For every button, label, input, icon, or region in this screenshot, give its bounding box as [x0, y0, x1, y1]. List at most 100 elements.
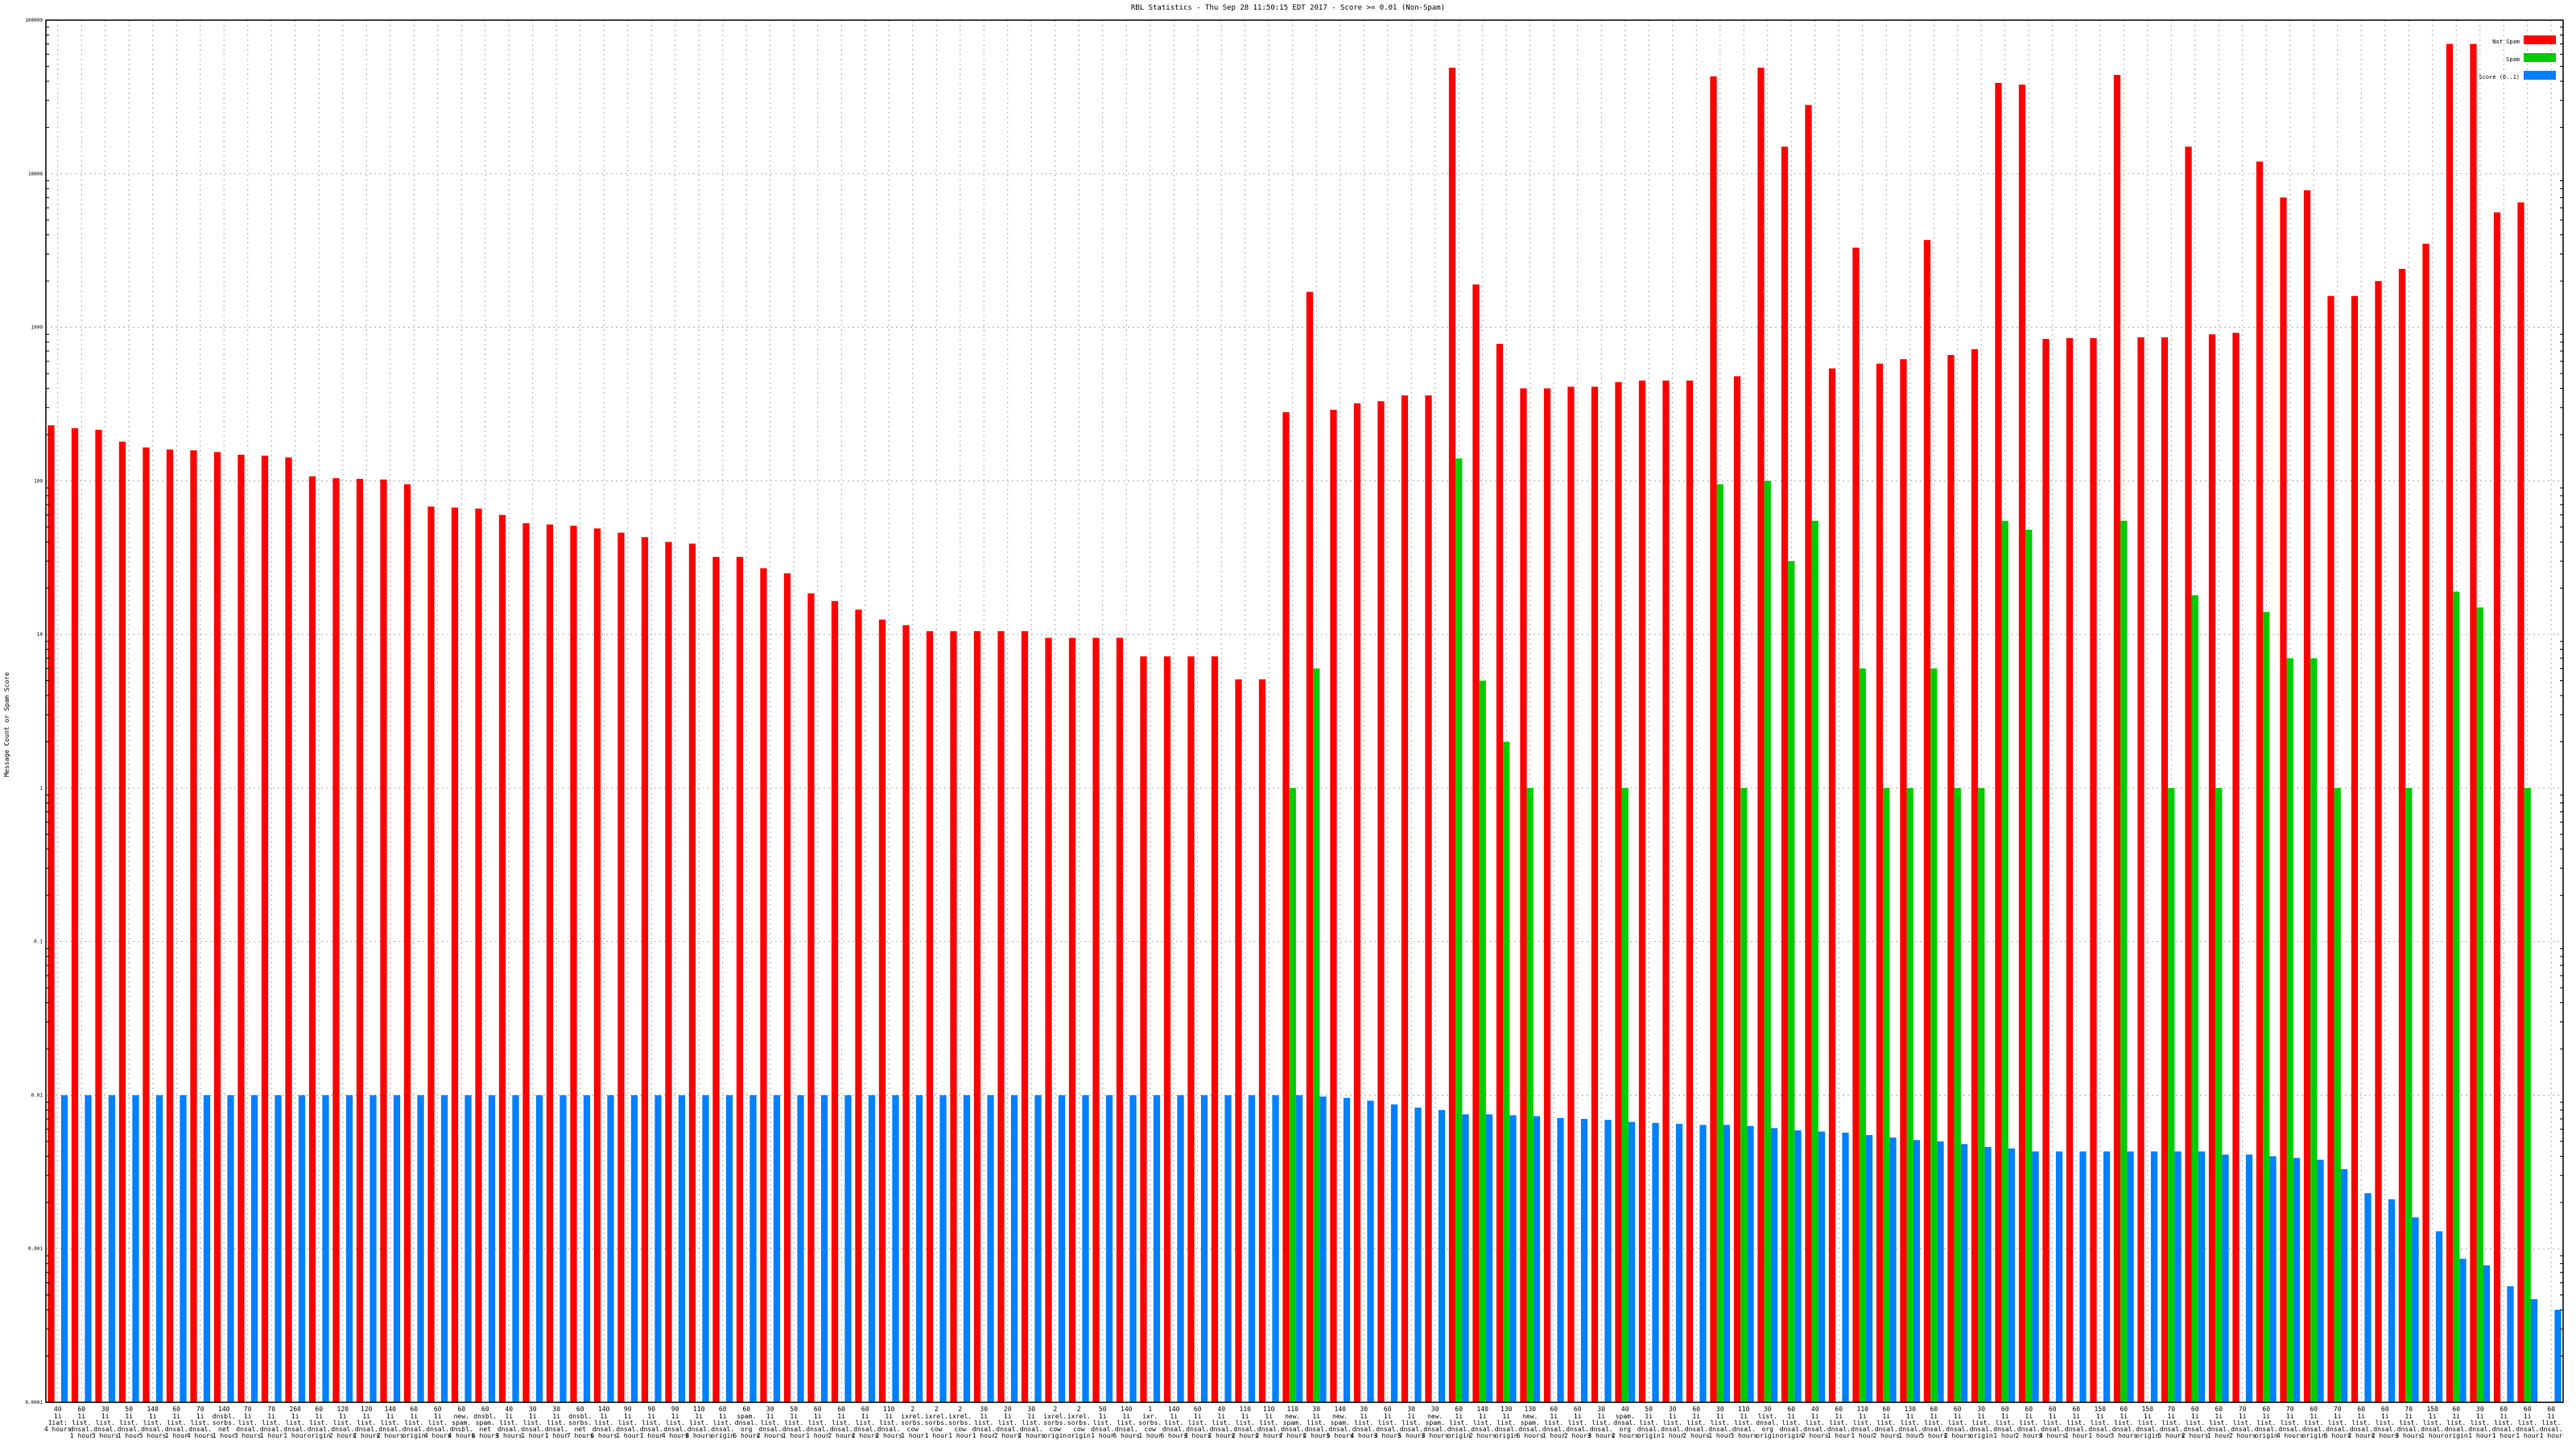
x-tick-label: 30: [552, 1406, 560, 1413]
x-tick-label-line: 2 hours: [1872, 1432, 1900, 1439]
x-tick-label: 110: [1287, 1406, 1299, 1413]
x-tick-label: 60: [2001, 1406, 2009, 1413]
bar-not-spam: [261, 455, 269, 1402]
x-tick-label-line: dnsal.: [735, 1419, 758, 1426]
x-tick-label-line: 1 hour: [118, 1432, 141, 1439]
x-tick-label-line: dnsal.: [758, 1426, 782, 1433]
x-tick-label-line: dnsal.: [308, 1426, 331, 1433]
bar-score: [322, 1095, 329, 1402]
x-tick-label-line: 1i: [2547, 1413, 2555, 1420]
x-tick-label-line: dnsal.: [1162, 1426, 1186, 1433]
x-tick-label-line: list.: [2446, 1419, 2466, 1426]
x-tick-label-line: 2 hours: [353, 1432, 380, 1439]
x-tick-label-line: 1 hour: [260, 1432, 283, 1439]
x-tick-label: 110: [1240, 1406, 1252, 1413]
x-tick-label-line: origin: [308, 1432, 331, 1439]
x-tick-label-line: 1i: [1787, 1413, 1795, 1420]
x-tick-label-line: 1 hour: [1138, 1432, 1162, 1439]
bar-not-spam: [2470, 43, 2477, 1402]
bar-score: [1557, 1117, 1564, 1402]
bar-not-spam: [1995, 83, 2002, 1403]
x-tick-label: 90: [647, 1406, 655, 1413]
x-tick-label-line: 4 hours: [2277, 1432, 2304, 1439]
x-tick-label-line: 1i: [695, 1413, 703, 1420]
x-tick-label: 2: [958, 1406, 962, 1413]
bar-score: [2317, 1159, 2324, 1402]
bar-not-spam: [546, 524, 554, 1402]
x-tick-label-line: list.: [1853, 1419, 1872, 1426]
x-tick-label-line: 6 hours: [1113, 1432, 1140, 1439]
bar-score: [1200, 1095, 1208, 1402]
x-tick-label-line: dnsal.: [1210, 1426, 1233, 1433]
bar-spam: [2524, 787, 2531, 1402]
x-tick-label-line: dnsal.: [1257, 1426, 1281, 1433]
bar-score: [1889, 1137, 1897, 1402]
x-tick-label-line: list.: [2471, 1419, 2490, 1426]
x-tick-label-line: 3 hours: [2110, 1432, 2137, 1439]
bar-not-spam: [2493, 212, 2501, 1403]
bar-score: [1129, 1095, 1137, 1402]
x-tick-label-line: 1i: [2381, 1413, 2389, 1420]
bar-not-spam: [617, 532, 625, 1402]
x-tick-label-line: list.: [381, 1419, 400, 1426]
x-tick-label: 70: [2239, 1406, 2247, 1413]
x-tick-label-line: list.: [72, 1419, 91, 1426]
x-tick-label-line: list.: [404, 1419, 423, 1426]
x-tick-label-line: list.: [1758, 1413, 1777, 1420]
bar-not-spam: [1496, 344, 1504, 1403]
x-tick-label-line: list.: [523, 1419, 543, 1426]
x-tick-label-line: dnsal.: [616, 1426, 639, 1433]
x-tick-label-line: 1i: [2239, 1413, 2247, 1420]
x-tick-label: 60: [1787, 1406, 1795, 1413]
x-tick-label-line: cow: [955, 1426, 967, 1433]
bar-not-spam: [1163, 656, 1171, 1402]
bar-not-spam: [760, 568, 767, 1403]
x-tick-label: 50: [1645, 1406, 1653, 1413]
bar-not-spam: [190, 450, 197, 1402]
x-tick-label-line: list.: [808, 1419, 828, 1426]
x-tick-label: 60: [814, 1406, 822, 1413]
x-tick-label-line: cow: [1073, 1426, 1085, 1433]
x-tick-label-line: new.: [1522, 1413, 1538, 1420]
x-tick-label-line: dnsal.: [1946, 1426, 1969, 1433]
bar-not-spam: [1377, 401, 1385, 1403]
x-tick-label-line: origin: [1447, 1432, 1471, 1439]
x-tick-label-line: list.: [713, 1419, 733, 1426]
x-tick-label-line: dnsal.: [1495, 1426, 1518, 1433]
x-tick-label-line: 1i: [2357, 1413, 2365, 1420]
x-tick-label-line: list.: [1663, 1419, 1682, 1426]
bar-score: [1153, 1095, 1161, 1402]
x-tick-label-line: dnsal.: [1305, 1426, 1328, 1433]
x-tick-label-line: 1i: [861, 1413, 869, 1420]
x-tick-label: 60: [1835, 1406, 1843, 1413]
x-tick-label: 30: [1597, 1406, 1605, 1413]
x-tick-label-line: 1 hour: [521, 1432, 544, 1439]
bar-score: [1747, 1125, 1754, 1402]
bar-not-spam: [1045, 638, 1052, 1402]
x-tick-label-line: 1i: [196, 1413, 204, 1420]
x-tick-label-line: list.: [2304, 1419, 2323, 1426]
x-tick-label: 60: [1455, 1406, 1463, 1413]
x-tick-label-line: spam.: [1331, 1419, 1350, 1426]
x-tick-label: 110: [1857, 1406, 1869, 1413]
bar-score: [583, 1095, 591, 1402]
bar-score: [2364, 1193, 2372, 1402]
bar-spam: [2286, 658, 2293, 1402]
bar-score: [2459, 1258, 2467, 1402]
x-tick-label: 40: [1811, 1406, 1819, 1413]
x-tick-label-line: 1 hour: [1091, 1432, 1114, 1439]
x-tick-label-line: 1i: [1122, 1413, 1130, 1420]
bar-score: [1343, 1097, 1351, 1402]
bar-not-spam: [2327, 295, 2334, 1402]
x-tick-label-line: 1i: [1645, 1413, 1653, 1420]
x-tick-label-line: origin: [711, 1432, 734, 1439]
x-tick-label-line: net: [218, 1426, 230, 1433]
x-tick-label-line: new.: [1332, 1413, 1348, 1420]
x-tick-label: 60: [2381, 1406, 2389, 1413]
bar-not-spam: [2351, 295, 2359, 1402]
x-tick-label-line: 1i: [125, 1413, 133, 1420]
x-tick-label-line: 2 hours: [377, 1432, 404, 1439]
bar-score: [725, 1095, 733, 1402]
x-tick-label: 60: [2524, 1406, 2532, 1413]
